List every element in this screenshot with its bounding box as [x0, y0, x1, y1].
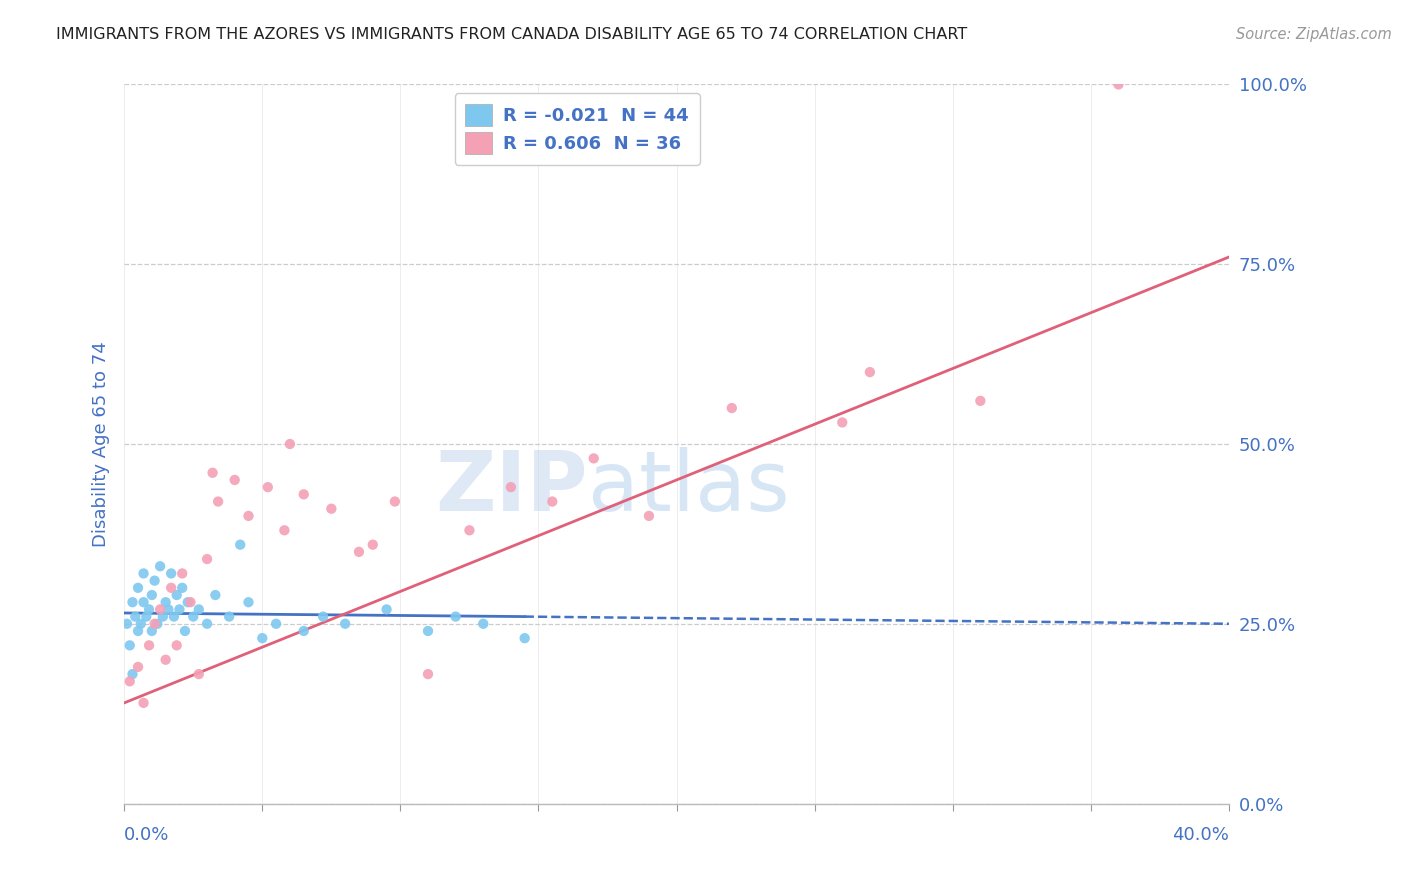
- Point: [638, 508, 661, 523]
- Point: [141, 624, 163, 638]
- Point: [149, 602, 172, 616]
- Point: [273, 524, 295, 538]
- Point: [224, 473, 246, 487]
- Point: [118, 638, 141, 652]
- Point: [172, 566, 194, 581]
- Point: [458, 524, 481, 538]
- Point: [361, 538, 384, 552]
- Point: [238, 595, 260, 609]
- Point: [333, 616, 356, 631]
- Point: [160, 581, 183, 595]
- Point: [187, 667, 209, 681]
- Point: [172, 581, 194, 595]
- Point: [416, 624, 439, 638]
- Point: [859, 365, 882, 379]
- Point: [444, 609, 467, 624]
- Point: [127, 581, 149, 595]
- Point: [201, 466, 224, 480]
- Point: [256, 480, 278, 494]
- Point: [312, 609, 335, 624]
- Point: [582, 451, 605, 466]
- Point: [278, 437, 301, 451]
- Point: [169, 602, 191, 616]
- Point: [179, 595, 201, 609]
- Point: [127, 624, 149, 638]
- Point: [118, 674, 141, 689]
- Point: [207, 494, 229, 508]
- Point: [1107, 78, 1129, 92]
- Text: IMMIGRANTS FROM THE AZORES VS IMMIGRANTS FROM CANADA DISABILITY AGE 65 TO 74 COR: IMMIGRANTS FROM THE AZORES VS IMMIGRANTS…: [56, 27, 967, 42]
- Point: [138, 638, 160, 652]
- Point: [472, 616, 495, 631]
- Text: atlas: atlas: [588, 447, 790, 528]
- Point: [132, 696, 155, 710]
- Point: [166, 638, 188, 652]
- Point: [218, 609, 240, 624]
- Point: [204, 588, 226, 602]
- Point: [157, 602, 180, 616]
- Point: [384, 494, 406, 508]
- Point: [181, 609, 204, 624]
- Point: [155, 595, 177, 609]
- Point: [124, 609, 146, 624]
- Point: [121, 667, 143, 681]
- Point: [513, 631, 536, 645]
- Point: [127, 660, 149, 674]
- Point: [720, 401, 742, 415]
- Point: [143, 574, 166, 588]
- Point: [238, 508, 260, 523]
- Point: [174, 624, 197, 638]
- Point: [416, 667, 439, 681]
- Point: [252, 631, 274, 645]
- Text: ZIP: ZIP: [436, 447, 588, 528]
- Point: [121, 595, 143, 609]
- Point: [292, 624, 315, 638]
- Point: [195, 552, 218, 566]
- Point: [138, 602, 160, 616]
- Point: [292, 487, 315, 501]
- Point: [152, 609, 174, 624]
- Point: [229, 538, 252, 552]
- Point: [264, 616, 287, 631]
- Point: [187, 602, 209, 616]
- Text: Source: ZipAtlas.com: Source: ZipAtlas.com: [1236, 27, 1392, 42]
- Point: [141, 588, 163, 602]
- Point: [375, 602, 398, 616]
- Legend: R = -0.021  N = 44, R = 0.606  N = 36: R = -0.021 N = 44, R = 0.606 N = 36: [454, 94, 700, 165]
- Point: [969, 393, 991, 408]
- Point: [143, 616, 166, 631]
- Point: [347, 545, 370, 559]
- Point: [132, 566, 155, 581]
- Point: [499, 480, 522, 494]
- Point: [163, 609, 186, 624]
- Point: [146, 616, 169, 631]
- Point: [160, 566, 183, 581]
- Point: [166, 588, 188, 602]
- Point: [321, 501, 343, 516]
- Point: [177, 595, 200, 609]
- Point: [135, 609, 157, 624]
- Point: [115, 616, 138, 631]
- Point: [132, 595, 155, 609]
- Point: [195, 616, 218, 631]
- Text: 0.0%: 0.0%: [124, 826, 170, 844]
- Point: [831, 416, 853, 430]
- Point: [541, 494, 564, 508]
- Text: 40.0%: 40.0%: [1173, 826, 1229, 844]
- Point: [129, 616, 152, 631]
- Point: [149, 559, 172, 574]
- Y-axis label: Disability Age 65 to 74: Disability Age 65 to 74: [93, 341, 110, 547]
- Point: [155, 653, 177, 667]
